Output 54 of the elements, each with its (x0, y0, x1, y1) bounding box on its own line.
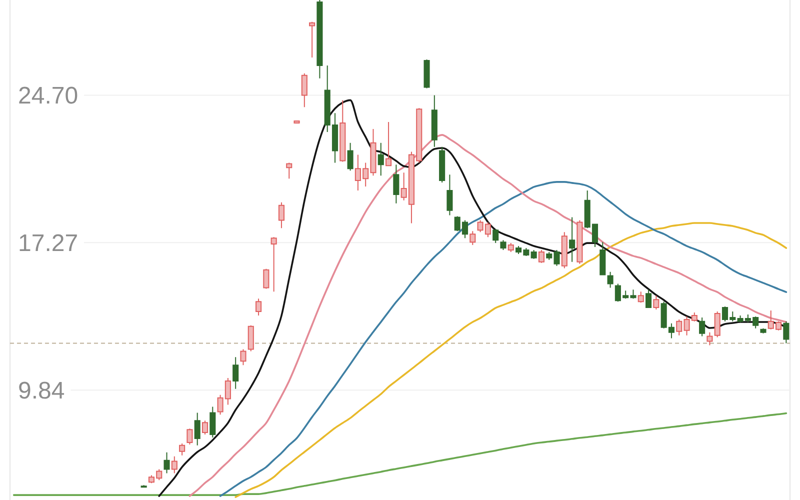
candlestick (186, 428, 193, 445)
candlestick (316, 0, 323, 79)
candlestick (561, 232, 568, 269)
candlestick (600, 242, 606, 276)
candlestick (530, 250, 537, 260)
candlestick (393, 164, 400, 204)
candlestick (508, 242, 514, 252)
candlestick (607, 271, 614, 288)
y-tick-label: 24.70 (18, 82, 78, 110)
y-tick-label: 17.27 (18, 230, 78, 258)
candlestick (500, 240, 506, 250)
candlestick (714, 311, 720, 338)
candlestick (194, 412, 200, 446)
candlestick (760, 328, 766, 334)
candlestick (210, 406, 216, 438)
candlestick (470, 230, 476, 246)
candlestick (270, 236, 277, 292)
candlestick (538, 250, 544, 264)
candlestick (439, 146, 446, 184)
candlestick (347, 142, 354, 172)
candlestick (569, 216, 576, 262)
candlestick (309, 21, 316, 58)
candlestick (263, 268, 270, 290)
candlestick (164, 452, 170, 474)
y-tick-label: 9.84 (18, 377, 65, 404)
candlestick (638, 291, 644, 304)
candlestick (424, 59, 430, 89)
candlestick (294, 120, 300, 124)
candlestick (431, 94, 438, 148)
candlestick (256, 298, 262, 316)
candlestick (446, 174, 453, 216)
candlestick (301, 72, 308, 108)
candlestick (576, 220, 583, 264)
candlestick (232, 356, 239, 390)
candlestick (340, 100, 346, 162)
candlestick (171, 456, 178, 474)
candlestick (492, 228, 499, 244)
candlestick (653, 295, 660, 310)
candlestick (140, 484, 147, 488)
candlestick (286, 162, 292, 180)
line-series (12, 412, 788, 496)
candlestick (248, 324, 254, 352)
candlestick (240, 348, 246, 366)
candlestick (699, 316, 706, 337)
candlestick (646, 289, 652, 308)
candlestick (179, 442, 186, 456)
line-series (219, 181, 788, 497)
candlestick (783, 320, 790, 344)
line-series (234, 222, 788, 498)
candlestick (386, 122, 392, 166)
candlestick (278, 202, 284, 229)
candlestick (706, 332, 713, 346)
candlestick (202, 420, 208, 436)
candlestick (378, 142, 384, 176)
